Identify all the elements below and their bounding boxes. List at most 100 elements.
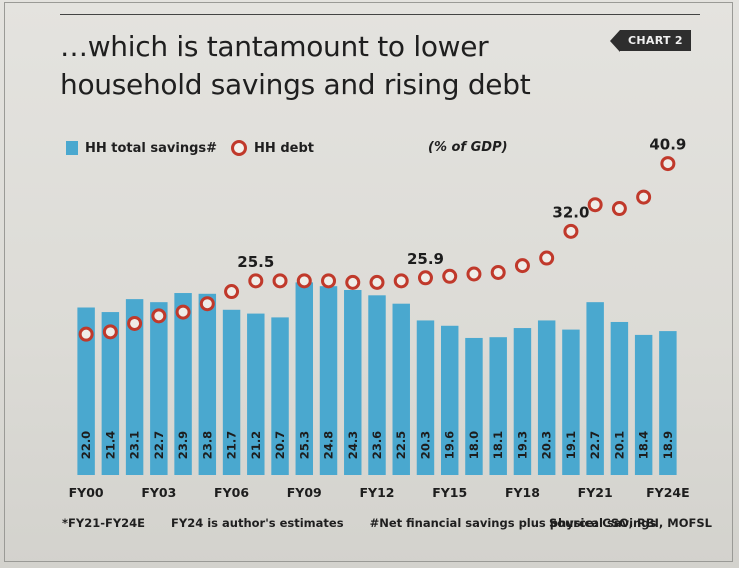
bar-value-label: 21.2 xyxy=(249,431,263,459)
debt-marker xyxy=(514,258,530,274)
savings-bar xyxy=(368,295,386,475)
savings-bar xyxy=(101,312,120,475)
savings-bar xyxy=(416,320,435,475)
x-tick-label: FY09 xyxy=(287,485,322,500)
bar-value-label: 22.7 xyxy=(152,431,166,459)
debt-marker xyxy=(466,266,482,282)
bar-value-label: 24.3 xyxy=(346,431,360,459)
bar-value-label: 20.3 xyxy=(418,431,432,459)
x-tick-label: FY15 xyxy=(432,485,467,500)
bar-value-label: 23.8 xyxy=(200,431,214,459)
bar-value-label: 23.1 xyxy=(128,431,142,459)
debt-marker xyxy=(175,304,191,320)
bar-value-label: 24.8 xyxy=(322,431,336,459)
legend: HH total savings# HH debt xyxy=(66,140,314,156)
bar-value-label: 22.5 xyxy=(394,431,408,459)
savings-bar xyxy=(537,320,556,475)
title-line-2: household savings and rising debt xyxy=(60,68,531,101)
x-tick-label: FY00 xyxy=(69,485,104,500)
debt-marker xyxy=(636,189,652,205)
debt-marker xyxy=(224,284,240,300)
debt-marker xyxy=(272,273,288,289)
title-line-1: …which is tantamount to lower xyxy=(60,30,489,63)
debt-marker xyxy=(539,250,555,266)
debt-marker xyxy=(417,270,433,286)
page-frame xyxy=(4,2,733,562)
bar-value-label: 20.7 xyxy=(273,431,287,459)
savings-bar xyxy=(271,317,289,475)
debt-marker xyxy=(151,308,167,324)
savings-swatch-icon xyxy=(66,141,78,155)
debt-marker xyxy=(78,326,94,342)
bar-value-label: 19.1 xyxy=(564,431,578,459)
bar-value-label: 22.0 xyxy=(79,431,93,459)
savings-bar xyxy=(610,321,629,475)
debt-marker xyxy=(490,264,506,280)
bar-value-label: 18.0 xyxy=(467,431,481,459)
debt-marker-icon xyxy=(231,140,248,156)
debt-marker xyxy=(345,274,361,290)
footer: *FY21-FY24E FY24 is author's estimates #… xyxy=(62,516,712,530)
savings-bar xyxy=(465,337,483,475)
footer-note-1: *FY21-FY24E xyxy=(62,516,146,530)
footer-source: Source: CSO, RBI, MOFSL xyxy=(548,516,712,530)
debt-marker xyxy=(321,273,337,289)
savings-bar xyxy=(125,299,144,475)
legend-savings-label: HH total savings# xyxy=(85,140,218,156)
x-tick-label: FY24E xyxy=(646,485,690,500)
savings-bar xyxy=(222,309,241,475)
bar-value-label: 22.7 xyxy=(588,431,602,459)
savings-bar xyxy=(586,302,604,475)
bar-value-label: 20.3 xyxy=(540,431,554,459)
debt-annotation: 25.9 xyxy=(407,250,444,268)
bar-value-label: 21.4 xyxy=(103,431,117,459)
debt-marker xyxy=(393,273,409,289)
x-tick-label: FY21 xyxy=(578,485,613,500)
debt-marker xyxy=(296,273,312,289)
chart-title: …which is tantamount to lower household … xyxy=(60,28,620,104)
bar-value-label: 19.3 xyxy=(515,431,529,459)
savings-bar xyxy=(392,303,410,475)
debt-annotation: 32.0 xyxy=(552,203,589,221)
savings-bar xyxy=(247,313,265,475)
debt-marker xyxy=(442,268,458,284)
debt-marker xyxy=(587,197,603,213)
x-tick-label: FY06 xyxy=(214,485,249,500)
savings-bar xyxy=(344,289,362,475)
unit-label: (% of GDP) xyxy=(428,140,508,155)
chart-tag: CHART 2 xyxy=(610,30,691,52)
footer-note-3: #Net financial savings plus physical sav… xyxy=(369,516,657,530)
top-rule xyxy=(60,14,700,15)
debt-marker xyxy=(102,324,118,340)
bar-value-label: 23.9 xyxy=(176,431,190,459)
bar-value-label: 18.9 xyxy=(661,431,675,459)
legend-debt-label: HH debt xyxy=(254,140,314,156)
debt-marker xyxy=(660,156,676,172)
debt-marker xyxy=(369,274,385,290)
debt-marker xyxy=(199,296,215,312)
bar-value-label: 18.1 xyxy=(491,431,505,459)
savings-bar xyxy=(319,286,338,475)
savings-bar xyxy=(150,302,168,475)
savings-bar xyxy=(440,325,459,475)
bar-value-label: 18.4 xyxy=(637,431,651,459)
savings-bar xyxy=(513,328,532,475)
bar-value-label: 19.6 xyxy=(443,431,457,459)
debt-marker xyxy=(611,201,627,217)
savings-bar xyxy=(77,307,95,475)
x-tick-label: FY03 xyxy=(141,485,176,500)
savings-bar xyxy=(659,331,677,475)
bar-value-label: 20.1 xyxy=(612,431,626,459)
savings-bar xyxy=(198,293,217,475)
bar-value-label: 23.6 xyxy=(370,431,384,459)
debt-annotation: 40.9 xyxy=(649,136,686,154)
debt-marker xyxy=(563,223,579,239)
savings-bar xyxy=(489,337,507,475)
debt-marker xyxy=(127,315,143,331)
savings-bar xyxy=(562,329,580,475)
debt-marker xyxy=(248,273,264,289)
bar-value-label: 25.3 xyxy=(297,431,311,459)
savings-bar xyxy=(295,282,314,475)
